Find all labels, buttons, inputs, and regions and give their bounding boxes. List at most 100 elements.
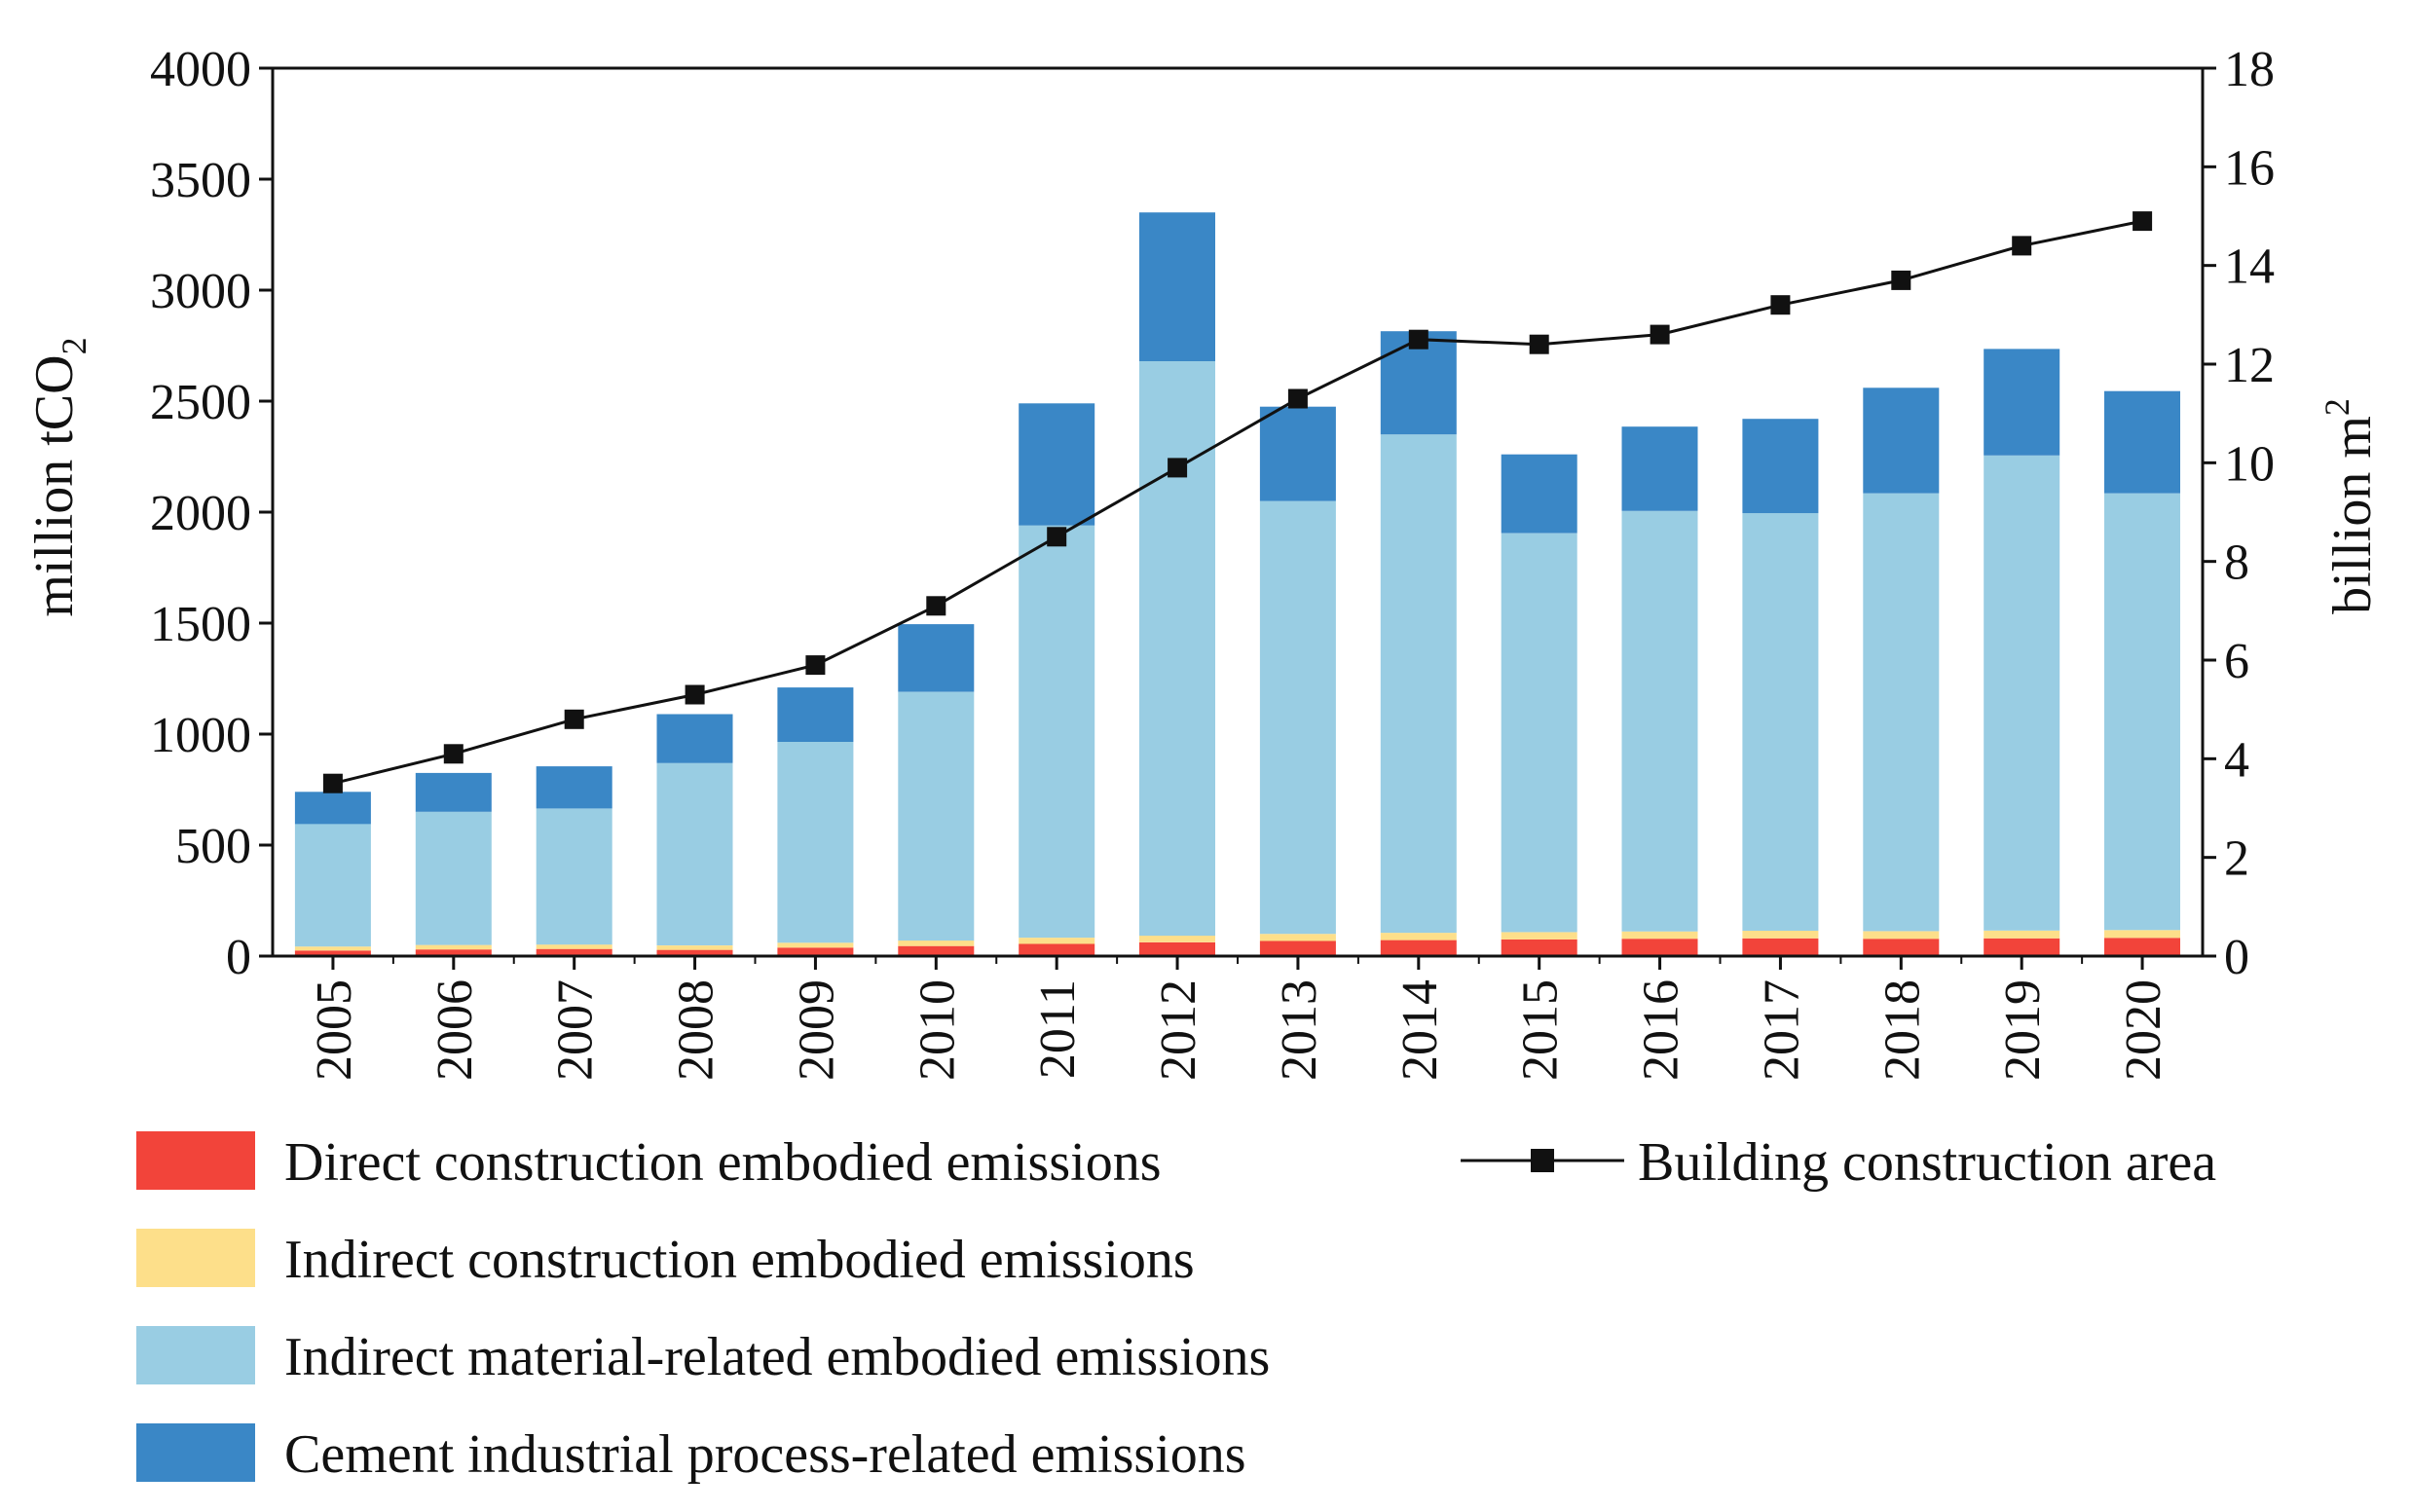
bar-direct-construction-embodied-2006 (415, 949, 492, 956)
legend-swatch-indirect-material (136, 1326, 255, 1384)
bar-indirect-material-related-2012 (1139, 361, 1215, 937)
bar-direct-construction-embodied-2015 (1501, 939, 1577, 956)
x-tick-label-2010: 2010 (909, 979, 965, 1081)
x-tick-label-2012: 2012 (1151, 979, 1206, 1081)
bar-cement-industrial-process-2020 (2104, 390, 2180, 494)
x-tick-label-2009: 2009 (789, 979, 844, 1081)
x-tick-label-2005: 2005 (307, 979, 362, 1081)
y-axis-title: million tCO2 (24, 337, 93, 616)
bar-indirect-construction-embodied-2012 (1139, 936, 1215, 942)
bar-cement-industrial-process-2018 (1863, 387, 1940, 494)
bar-direct-construction-embodied-2008 (656, 949, 733, 956)
x-tick-label-2007: 2007 (548, 979, 604, 1081)
y2-tick-label-18: 18 (2224, 42, 2275, 97)
y-tick-label-500: 500 (175, 819, 251, 874)
y2-tick-label-16: 16 (2224, 140, 2275, 196)
bar-cement-industrial-process-2006 (415, 772, 492, 812)
bar-direct-construction-embodied-2009 (777, 947, 854, 956)
bar-indirect-construction-embodied-2016 (1621, 931, 1698, 940)
bar-indirect-construction-embodied-2008 (656, 945, 733, 950)
bars-group (294, 212, 2180, 956)
bar-indirect-material-related-2007 (536, 808, 612, 945)
area-marker-2014 (1408, 329, 1428, 350)
bar-direct-construction-embodied-2019 (1984, 938, 2060, 956)
bar-indirect-construction-embodied-2013 (1259, 934, 1336, 941)
x-tick-label-2013: 2013 (1272, 979, 1327, 1081)
bar-indirect-construction-embodied-2010 (898, 940, 975, 946)
y2-tick-label-0: 0 (2224, 930, 2249, 985)
x-tick-label-2020: 2020 (2116, 979, 2171, 1081)
x-tick-label-2011: 2011 (1030, 979, 1086, 1079)
building-area-line (332, 219, 2143, 786)
bar-direct-construction-embodied-2020 (2104, 938, 2180, 956)
y2-tick-label-4: 4 (2224, 732, 2249, 788)
area-marker-2016 (1650, 324, 1670, 345)
y-tick-label-0: 0 (226, 930, 251, 985)
bar-cement-industrial-process-2009 (777, 687, 854, 742)
area-marker-2019 (2012, 236, 2032, 256)
bar-indirect-material-related-2011 (1019, 525, 1095, 939)
y2-axis-title: billion m2 (2318, 398, 2383, 614)
bar-indirect-construction-embodied-2011 (1019, 938, 1095, 944)
bar-cement-industrial-process-2015 (1501, 454, 1577, 534)
bar-indirect-material-related-2019 (1984, 455, 2060, 931)
legend-label-direct: Direct construction embodied emissions (284, 1132, 1161, 1193)
y2-tick-label-14: 14 (2224, 240, 2275, 295)
area-marker-2005 (322, 773, 343, 793)
bar-indirect-construction-embodied-2014 (1380, 933, 1457, 940)
bar-direct-construction-embodied-2016 (1621, 939, 1698, 956)
bar-indirect-construction-embodied-2009 (777, 942, 854, 948)
x-tick-label-2015: 2015 (1513, 979, 1569, 1081)
bar-direct-construction-embodied-2005 (294, 950, 371, 956)
bar-indirect-construction-embodied-2018 (1863, 931, 1940, 940)
area-marker-2018 (1891, 270, 1911, 290)
bar-indirect-construction-embodied-2017 (1742, 931, 1819, 939)
area-marker-2012 (1168, 458, 1188, 478)
bar-indirect-material-related-2006 (415, 811, 492, 945)
y-tick-label-3000: 3000 (150, 264, 251, 319)
bar-direct-construction-embodied-2014 (1380, 940, 1457, 956)
area-marker-2011 (1047, 527, 1067, 547)
bar-indirect-material-related-2017 (1742, 513, 1819, 931)
bar-indirect-construction-embodied-2019 (1984, 930, 2060, 939)
bar-cement-industrial-process-2019 (1984, 349, 2060, 456)
x-tick-label-2006: 2006 (427, 979, 483, 1081)
x-tick-label-2016: 2016 (1634, 979, 1689, 1081)
y2-tick-label-12: 12 (2224, 338, 2275, 393)
bar-cement-industrial-process-2016 (1621, 426, 1698, 511)
x-tick-label-2014: 2014 (1392, 979, 1448, 1081)
legend-label-cement: Cement industrial process-related emissi… (284, 1424, 1246, 1485)
bar-cement-industrial-process-2013 (1259, 406, 1336, 501)
area-marker-2020 (2133, 211, 2153, 232)
y2-tick-label-2: 2 (2224, 831, 2249, 887)
y-tick-label-1500: 1500 (150, 597, 251, 652)
x-tick-label-2018: 2018 (1874, 979, 1930, 1081)
y-tick-label-2500: 2500 (150, 375, 251, 430)
bar-indirect-construction-embodied-2005 (294, 946, 371, 951)
bar-indirect-construction-embodied-2015 (1501, 932, 1577, 940)
bar-indirect-material-related-2020 (2104, 493, 2180, 931)
bar-cement-industrial-process-2007 (536, 766, 612, 809)
x-tick-label-2008: 2008 (669, 979, 724, 1081)
bar-direct-construction-embodied-2007 (536, 948, 612, 956)
y2-tick-label-8: 8 (2224, 535, 2249, 591)
legend: Direct construction embodied emissions I… (136, 1131, 2216, 1485)
bar-indirect-construction-embodied-2006 (415, 944, 492, 950)
y2-tick-label-6: 6 (2224, 634, 2249, 689)
bar-indirect-material-related-2010 (898, 691, 975, 941)
bar-indirect-material-related-2015 (1501, 533, 1577, 933)
bar-direct-construction-embodied-2013 (1259, 940, 1336, 956)
bar-direct-construction-embodied-2011 (1019, 943, 1095, 956)
bar-indirect-material-related-2013 (1259, 500, 1336, 935)
bar-cement-industrial-process-2017 (1742, 419, 1819, 514)
area-marker-2006 (443, 744, 464, 764)
y-tick-label-2000: 2000 (150, 486, 251, 541)
bar-direct-construction-embodied-2012 (1139, 941, 1215, 956)
area-marker-2010 (926, 596, 946, 616)
bar-indirect-material-related-2018 (1863, 493, 1940, 932)
area-marker-2013 (1287, 388, 1308, 409)
axes-group: 0 500 1000 1500 2000 2500 3000 3500 4000 0 2 4 6 8 10 1… (150, 42, 2275, 1081)
legend-swatch-indirect-construction (136, 1229, 255, 1287)
bar-indirect-construction-embodied-2007 (536, 944, 612, 949)
